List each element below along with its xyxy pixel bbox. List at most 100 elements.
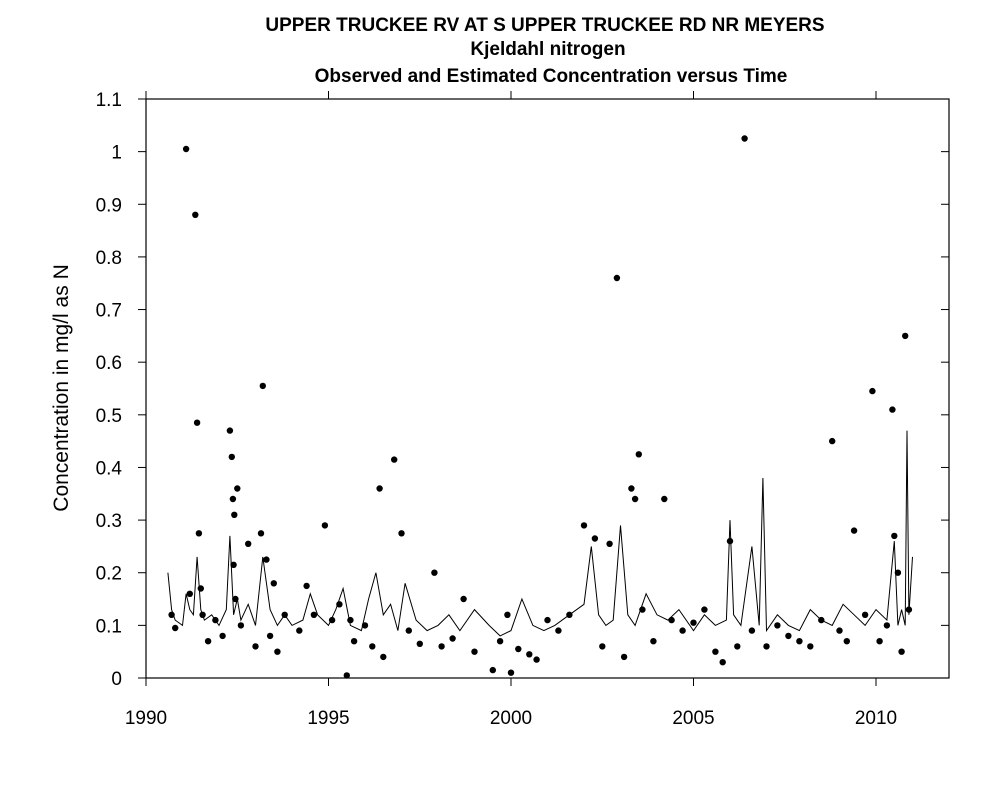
observed-point	[690, 619, 697, 626]
observed-point	[234, 485, 241, 492]
observed-point	[274, 648, 281, 655]
observed-point	[555, 627, 562, 634]
observed-point	[526, 651, 533, 658]
plot-frame	[145, 98, 950, 679]
observed-point	[193, 419, 201, 426]
observed-point	[679, 627, 686, 634]
observed-point	[701, 606, 708, 613]
y-tick-label: 0.7	[96, 301, 122, 322]
observed-point	[195, 530, 203, 537]
observed-point	[310, 611, 318, 618]
observed-point	[369, 643, 376, 650]
observed-point	[763, 643, 770, 650]
observed-point	[580, 522, 588, 529]
y-tick-label: 0.8	[96, 248, 122, 269]
observed-point	[894, 569, 902, 576]
plot-content	[167, 135, 913, 679]
observed-point	[257, 530, 265, 537]
y-tick-label: 1.1	[96, 90, 122, 111]
observed-point	[639, 606, 646, 613]
observed-point	[343, 672, 350, 679]
observed-point	[785, 632, 792, 640]
observed-point	[229, 495, 237, 503]
observed-point	[361, 622, 369, 629]
x-tick-label: 2005	[672, 708, 714, 729]
x-axis: 1990 1995 2000 2005 2010	[125, 91, 897, 729]
observed-point	[347, 616, 354, 624]
observed-point	[836, 627, 843, 634]
y-axis-label: Concentration in mg/l as N	[50, 264, 73, 511]
observed-point	[774, 622, 781, 629]
observed-point	[204, 638, 212, 645]
observed-point	[599, 643, 606, 650]
observed-point	[613, 274, 621, 282]
observed-point	[496, 638, 504, 645]
observed-point	[635, 451, 642, 458]
observed-point	[850, 527, 858, 534]
observed-point	[416, 640, 423, 647]
observed-point	[883, 622, 891, 629]
observed-point	[438, 643, 445, 650]
x-tick-label: 2000	[490, 708, 532, 729]
observed-point	[818, 616, 825, 624]
observed-point	[321, 522, 329, 529]
observed-point	[861, 611, 869, 618]
observed-point	[712, 648, 719, 655]
chart-title-line-3: Observed and Estimated Concentration ver…	[315, 66, 788, 87]
y-tick-label: 0.4	[96, 458, 123, 479]
y-tick-label: 0	[111, 669, 122, 690]
observed-point	[270, 580, 277, 587]
observed-point	[668, 616, 675, 624]
observed-point	[533, 656, 540, 663]
observed-point	[489, 666, 496, 674]
observed-point	[843, 638, 850, 645]
observed-point	[197, 585, 204, 592]
observed-point	[376, 485, 383, 492]
observed-point	[631, 495, 639, 503]
observed-point	[661, 495, 668, 503]
observed-point	[230, 561, 237, 568]
observed-point	[192, 211, 199, 218]
observed-point	[186, 590, 193, 597]
observed-point	[734, 643, 741, 650]
observed-point	[263, 556, 270, 563]
y-tick-label: 1	[111, 143, 122, 164]
observed-point	[606, 540, 613, 547]
observed-point	[168, 611, 175, 618]
observed-point	[902, 332, 909, 340]
observed-point	[380, 653, 387, 661]
observed-point	[281, 611, 288, 618]
observed-point	[405, 627, 412, 634]
observed-point	[296, 627, 303, 634]
observed-point	[252, 643, 259, 650]
observed-point	[449, 635, 456, 642]
observed-point	[231, 511, 238, 518]
observed-point	[515, 645, 522, 653]
observed-point	[266, 632, 274, 640]
y-axis: 0 0.1 0.2 0.3 0.4 0.5 0.6 0.7 0.8 0.9 1 1.1	[96, 90, 949, 690]
observed-point	[350, 638, 358, 645]
observed-point	[228, 453, 235, 461]
observed-point	[212, 616, 219, 624]
observed-point	[471, 648, 478, 655]
observed-point	[620, 653, 628, 661]
observed-point	[232, 595, 239, 603]
observed-point	[905, 606, 913, 613]
observed-point	[719, 659, 726, 666]
observed-point	[431, 569, 438, 576]
observed-point	[460, 595, 467, 603]
y-tick-label: 0.6	[96, 353, 122, 374]
observed-point	[898, 648, 905, 655]
observed-point	[172, 624, 179, 632]
observed-point	[504, 611, 511, 618]
observed-point	[391, 456, 398, 463]
y-tick-label: 0.1	[96, 616, 122, 637]
x-tick-label: 1995	[307, 708, 349, 729]
observed-point	[869, 387, 876, 395]
observed-point	[650, 638, 657, 645]
observed-point	[259, 382, 266, 390]
observed-point	[876, 638, 883, 645]
observed-point	[741, 135, 748, 142]
y-tick-label: 0.9	[96, 195, 122, 216]
